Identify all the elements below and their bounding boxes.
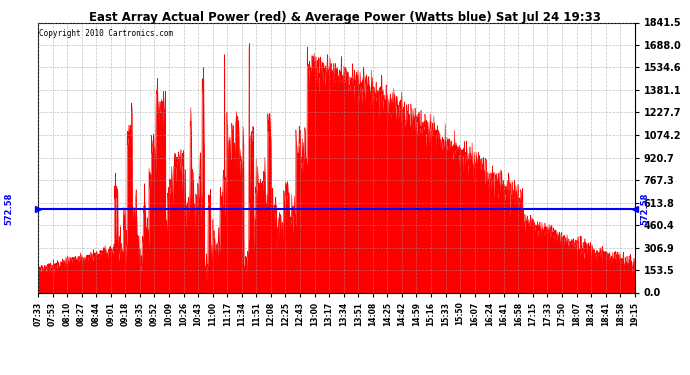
Text: East Array Actual Power (red) & Average Power (Watts blue) Sat Jul 24 19:33: East Array Actual Power (red) & Average … bbox=[89, 11, 601, 24]
Text: 572.58: 572.58 bbox=[4, 192, 14, 225]
Text: 572.58: 572.58 bbox=[640, 192, 650, 225]
Text: Copyright 2010 Cartronics.com: Copyright 2010 Cartronics.com bbox=[39, 29, 173, 38]
